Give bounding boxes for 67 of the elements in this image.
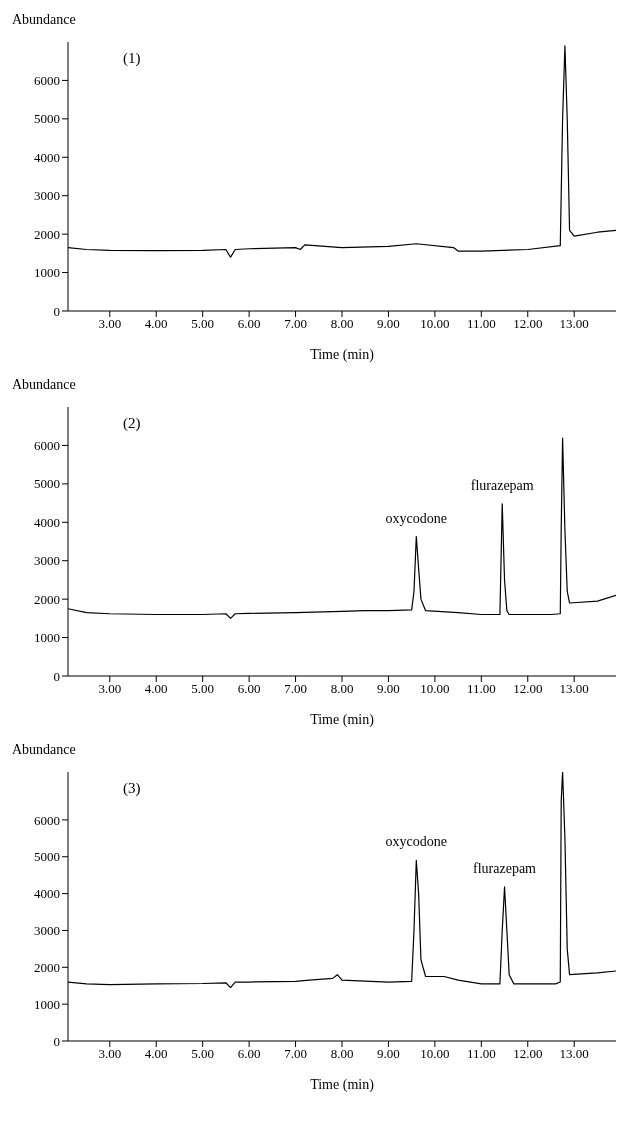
- annotation: flurazepam: [473, 860, 537, 876]
- y-tick-label: 3000: [34, 923, 60, 939]
- x-tick-label: 13.00: [559, 1046, 589, 1062]
- x-tick-label: 7.00: [284, 681, 307, 697]
- x-tick-label: 8.00: [330, 316, 354, 332]
- annotation: oxycodone: [385, 834, 448, 850]
- x-tick-label: 5.00: [191, 316, 215, 332]
- x-tick-label: 9.00: [377, 681, 400, 697]
- x-tick-label: 12.00: [513, 1046, 543, 1062]
- y-tick-label: 5000: [34, 111, 60, 127]
- y-tick-label: 4000: [34, 149, 60, 165]
- x-tick-label: 8.00: [330, 681, 354, 697]
- annotation: (1): [123, 50, 141, 67]
- x-tick-label: 7.00: [284, 316, 307, 332]
- annotation: (2): [123, 415, 141, 432]
- x-tick-label: 7.00: [284, 1046, 307, 1062]
- annotation: flurazepam: [470, 477, 534, 493]
- x-tick-label: 13.00: [559, 316, 589, 332]
- x-tick-label: 9.00: [377, 1046, 400, 1062]
- x-tick-label: 5.00: [191, 1046, 215, 1062]
- y-axis-title: Abundance: [12, 377, 76, 393]
- x-tick-label: 9.00: [377, 316, 400, 332]
- y-tick-label: 6000: [34, 812, 60, 828]
- x-tick-label: 6.00: [237, 1046, 261, 1062]
- y-tick-label: 5000: [34, 476, 60, 492]
- x-tick-label: 3.00: [98, 1046, 122, 1062]
- annotation: oxycodone: [385, 510, 448, 526]
- y-tick-label: 2000: [34, 226, 60, 242]
- x-axis-title: Time (min): [310, 1077, 375, 1093]
- x-tick-label: 10.00: [420, 681, 450, 697]
- y-tick-label: 1000: [34, 265, 60, 281]
- annotation: (3): [123, 780, 141, 797]
- y-tick-label: 0: [53, 1033, 60, 1049]
- y-tick-label: 6000: [34, 73, 60, 89]
- y-tick-label: 0: [53, 668, 60, 684]
- y-tick-label: 1000: [34, 996, 60, 1012]
- y-tick-label: 5000: [34, 849, 60, 865]
- x-tick-label: 4.00: [144, 1046, 168, 1062]
- x-axis-title: Time (min): [310, 712, 375, 728]
- y-tick-label: 2000: [34, 591, 60, 607]
- y-axis-title: Abundance: [12, 12, 76, 28]
- x-tick-label: 3.00: [98, 316, 122, 332]
- y-tick-label: 1000: [34, 630, 60, 646]
- y-axis-title: Abundance: [12, 742, 76, 758]
- y-tick-label: 2000: [34, 959, 60, 975]
- x-tick-label: 6.00: [237, 681, 261, 697]
- x-tick-label: 3.00: [98, 681, 122, 697]
- x-tick-label: 5.00: [191, 681, 215, 697]
- x-tick-label: 8.00: [330, 1046, 354, 1062]
- x-tick-label: 6.00: [237, 316, 261, 332]
- y-tick-label: 4000: [34, 886, 60, 902]
- y-tick-label: 3000: [34, 188, 60, 204]
- y-tick-label: 4000: [34, 514, 60, 530]
- x-tick-label: 13.00: [559, 681, 589, 697]
- y-tick-label: 0: [53, 303, 60, 319]
- y-tick-label: 3000: [34, 553, 60, 569]
- x-tick-label: 10.00: [420, 316, 450, 332]
- y-tick-label: 6000: [34, 438, 60, 454]
- x-tick-label: 11.00: [466, 681, 496, 697]
- x-tick-label: 4.00: [144, 681, 168, 697]
- x-tick-label: 11.00: [466, 1046, 496, 1062]
- x-tick-label: 10.00: [420, 1046, 450, 1062]
- x-tick-label: 11.00: [466, 316, 496, 332]
- x-tick-label: 12.00: [513, 316, 543, 332]
- x-tick-label: 12.00: [513, 681, 543, 697]
- x-axis-title: Time (min): [310, 347, 375, 363]
- x-tick-label: 4.00: [144, 316, 168, 332]
